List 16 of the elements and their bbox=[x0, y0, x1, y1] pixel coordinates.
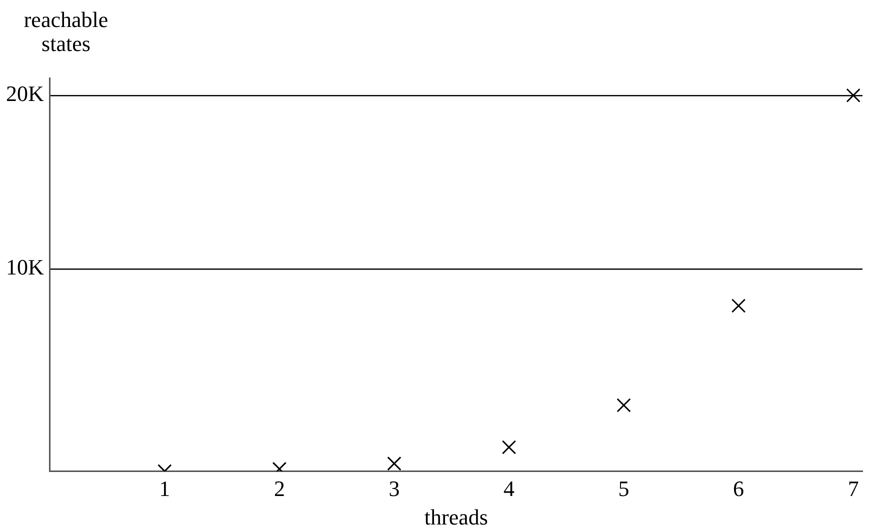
x-tick-label: 3 bbox=[388, 476, 400, 502]
y-axis-title: reachable states bbox=[22, 7, 110, 56]
x-tick-label: 4 bbox=[503, 476, 514, 502]
y-tick-label: 10K bbox=[6, 254, 44, 280]
x-tick-label: 7 bbox=[848, 476, 859, 502]
point bbox=[387, 456, 402, 471]
point bbox=[616, 398, 631, 412]
point bbox=[731, 298, 746, 313]
point bbox=[502, 440, 516, 454]
x-tick-label: 5 bbox=[618, 476, 630, 502]
point bbox=[846, 88, 860, 102]
x-tick-label: 1 bbox=[159, 476, 170, 502]
x-tick-label: 2 bbox=[274, 476, 285, 502]
y-tick-label: 20K bbox=[6, 81, 44, 106]
x-axis-title: threads bbox=[424, 504, 488, 530]
x-tick-label: 6 bbox=[733, 476, 744, 502]
